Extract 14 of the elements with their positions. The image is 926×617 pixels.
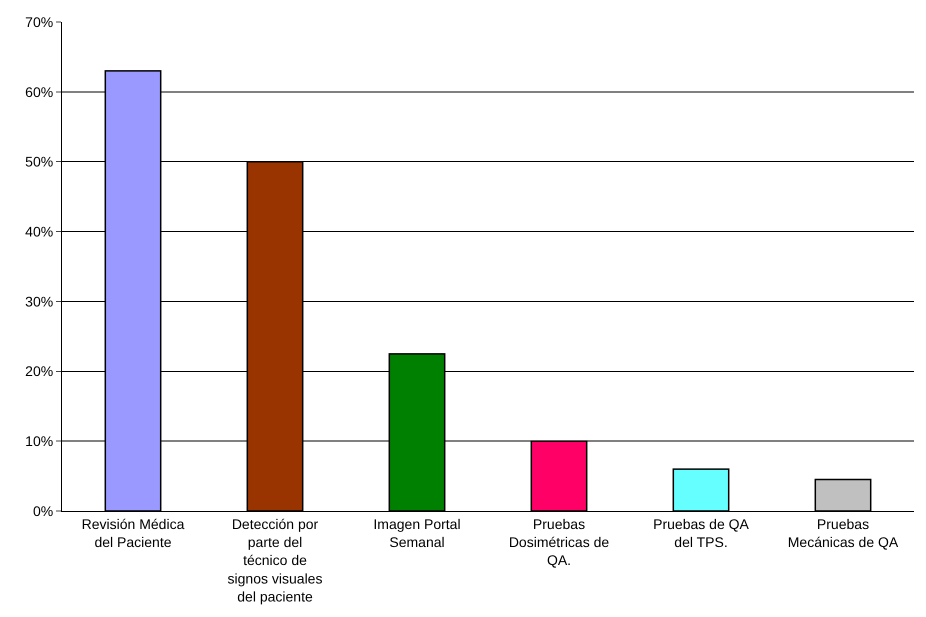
x-tick-label: Pruebas de QA del TPS. [653, 516, 750, 550]
x-tick-label: Pruebas Dosimétricas de QA. [508, 516, 610, 568]
y-tick-label: 70% [25, 14, 54, 30]
y-tick-label: 20% [25, 363, 54, 380]
x-tick-label: Revisión Médica del Paciente [82, 516, 185, 550]
y-tick-label: 50% [25, 154, 54, 170]
x-tick-label: Detección por parte del técnico de signos visuales del paciente [228, 516, 322, 605]
y-tick-label: 10% [25, 433, 54, 450]
x-tick-label: Imagen Portal Semanal [373, 516, 461, 550]
y-tick-label: 30% [25, 293, 54, 310]
y-tick-label: 40% [25, 223, 54, 240]
x-tick-label: Pruebas Mecánicas de QA [788, 516, 899, 550]
y-tick-label: 60% [25, 84, 54, 100]
y-tick-label: 0% [32, 502, 54, 519]
